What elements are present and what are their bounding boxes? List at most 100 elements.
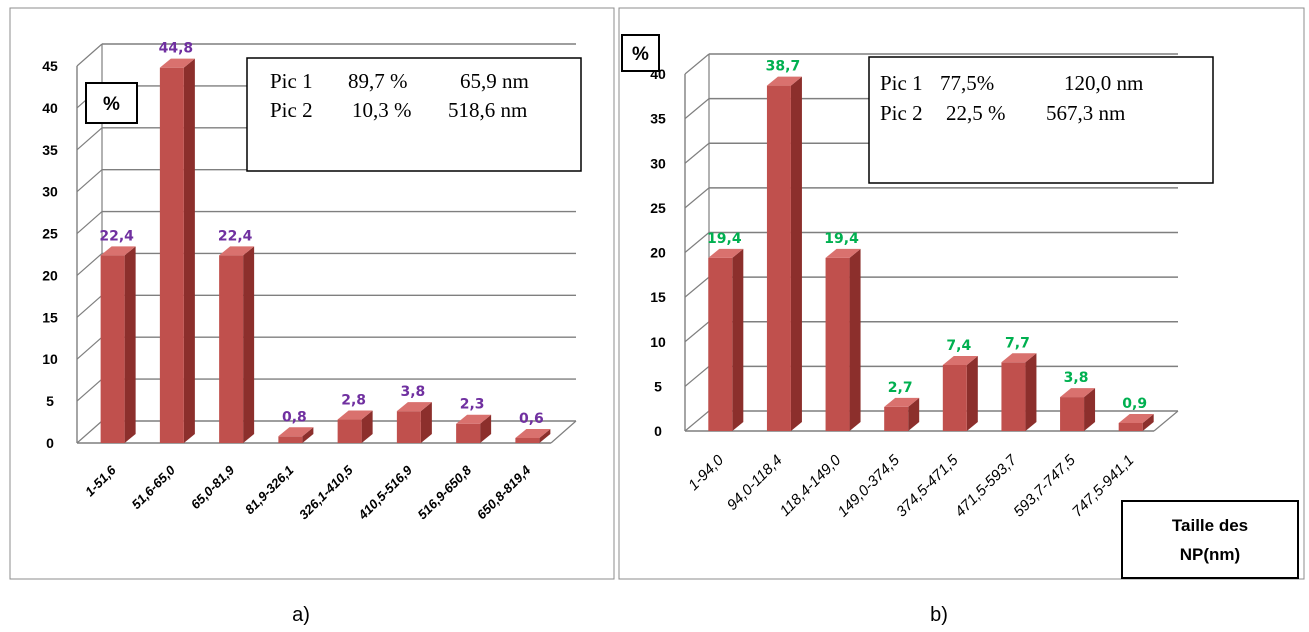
chart-a-bar-front: [100, 255, 125, 443]
chart-b-bar: [884, 397, 920, 431]
chart-a-gridline-side: [76, 420, 103, 444]
chart-b-bar-top: [1060, 388, 1096, 398]
chart-a-bar-top: [159, 58, 195, 68]
chart-b-xlabel-line1: Taille des: [1172, 516, 1248, 535]
chart-a-bar-front: [396, 411, 421, 443]
chart-a-bar-side: [243, 246, 255, 443]
chart-a-data-label: 22,4: [99, 228, 134, 244]
chart-b-gridline-side: [684, 142, 710, 164]
chart-b-data-label: 38,7: [766, 59, 801, 75]
chart-b-data-label: 7,4: [946, 338, 971, 354]
chart-b-data-label: 0,9: [1122, 396, 1147, 412]
chart-a-data-label: 2,8: [341, 393, 366, 409]
chart-a-peak2-pct: 10,3 %: [352, 98, 412, 122]
chart-b-ytick-label: 0: [654, 423, 662, 439]
chart-b-peak2-pct: 22,5 %: [946, 101, 1006, 125]
chart-a-bar: [396, 402, 432, 443]
chart-a-annotation-box: Pic 1 89,7 % 65,9 nm Pic 2 10,3 % 518,6 …: [246, 57, 582, 172]
chart-a-bar-side: [183, 58, 195, 443]
chart-a-bar-side: [539, 428, 551, 443]
chart-a-gridline-side: [76, 252, 103, 276]
chart-b-bar-side: [966, 355, 978, 431]
chart-a-peak1-size: 65,9 nm: [460, 69, 529, 93]
chart-b-bar-front: [766, 85, 791, 431]
chart-b-floor-edge: [1153, 410, 1179, 432]
chart-b-xlabel-box: Taille des NP(nm): [1121, 500, 1299, 579]
chart-a-bar: [219, 246, 255, 443]
chart-a-data-label: 44,8: [159, 41, 194, 57]
chart-a-data-label: 22,4: [218, 228, 253, 244]
chart-a-floor-edge: [550, 420, 577, 444]
chart-a-peak1-name: Pic 1: [270, 69, 313, 93]
chart-b-data-label: 3,8: [1064, 370, 1089, 386]
chart-b-peak2-size: 567,3 nm: [1046, 101, 1125, 125]
chart-a-ytick-label: 15: [42, 309, 58, 325]
chart-b-bar: [708, 248, 744, 431]
chart-a-ytick-label: 10: [42, 351, 58, 367]
chart-a-gridline-side: [76, 294, 103, 318]
chart-a-bar-top: [337, 410, 373, 420]
chart-b-bar-front: [884, 406, 909, 431]
chart-a-ytick-label: 40: [42, 100, 58, 116]
chart-b-data-label: 2,7: [888, 380, 913, 396]
chart-a-bar-front: [515, 437, 540, 443]
chart-b-bar-side: [908, 397, 920, 431]
chart-a-bar: [100, 246, 136, 443]
chart-a-caption: a): [292, 604, 310, 626]
chart-a-bar-side: [361, 410, 373, 443]
chart-a-peak2-size: 518,6 nm: [448, 98, 527, 122]
chart-a-bar-front: [278, 436, 303, 443]
chart-b-bar-side: [1142, 413, 1154, 431]
chart-a-bar-side: [420, 402, 432, 443]
chart-a-ylabel: %: [103, 94, 120, 115]
chart-a-bar: [159, 58, 195, 444]
chart-b-bar-side: [1025, 353, 1037, 431]
chart-b-bar: [825, 248, 861, 431]
chart-a-data-label: 2,3: [460, 397, 485, 413]
chart-b-bar-front: [942, 364, 967, 431]
chart-b-bar-top: [708, 248, 744, 258]
chart-b-bar-top: [1118, 413, 1154, 423]
chart-a-gridline-side: [76, 43, 103, 67]
chart-b-gridline-side: [684, 321, 710, 343]
chart-b-data-label: 7,7: [1005, 335, 1030, 351]
chart-b-bar-top: [766, 76, 802, 86]
chart-b-bar-top: [1001, 353, 1037, 363]
chart-a-data-label: 0,6: [519, 411, 544, 427]
chart-b-bar-top: [942, 355, 978, 365]
chart-a-gridline-side: [76, 127, 103, 151]
chart-b-xlabel-line2: NP(nm): [1180, 545, 1240, 564]
chart-b-bar-front: [1001, 362, 1026, 431]
chart-b-bar: [1118, 413, 1154, 431]
chart-a-ytick-label: 5: [46, 393, 54, 409]
chart-b-data-label: 19,4: [707, 231, 742, 247]
chart-b-gridline-side: [684, 365, 710, 387]
chart-b-gridline-side: [684, 53, 710, 75]
chart-a-ytick-label: 25: [42, 226, 58, 242]
chart-a-bar-front: [337, 419, 362, 443]
chart-b-gridline-side: [684, 187, 710, 209]
chart-b-peak1-name: Pic 1: [880, 71, 923, 95]
chart-b-ylabel: %: [632, 44, 649, 65]
chart-a-ytick-label: 45: [42, 58, 58, 74]
chart-a-bar-top: [456, 414, 492, 424]
chart-a-bar: [337, 410, 373, 443]
chart-a-bar: [515, 428, 551, 443]
chart-b-bar-side: [849, 248, 861, 431]
chart-a-bar-side: [480, 414, 492, 443]
chart-a-bar-front: [159, 67, 184, 444]
chart-b-ytick-label: 20: [650, 245, 666, 261]
chart-b-data-label: 19,4: [824, 231, 859, 247]
chart-b-ytick-label: 5: [654, 378, 662, 394]
chart-a-ytick-label: 20: [42, 267, 58, 283]
chart-a-bar-front: [456, 423, 481, 443]
chart-b-bar-front: [1060, 397, 1085, 431]
chart-b-bar: [942, 355, 978, 431]
chart-a-bar-top: [396, 402, 432, 412]
chart-b-bar: [766, 76, 802, 431]
chart-b-bar-side: [790, 76, 802, 431]
chart-a-gridline-side: [76, 211, 103, 235]
chart-a-data-label: 0,8: [282, 409, 307, 425]
chart-a-bar-side: [302, 427, 314, 443]
